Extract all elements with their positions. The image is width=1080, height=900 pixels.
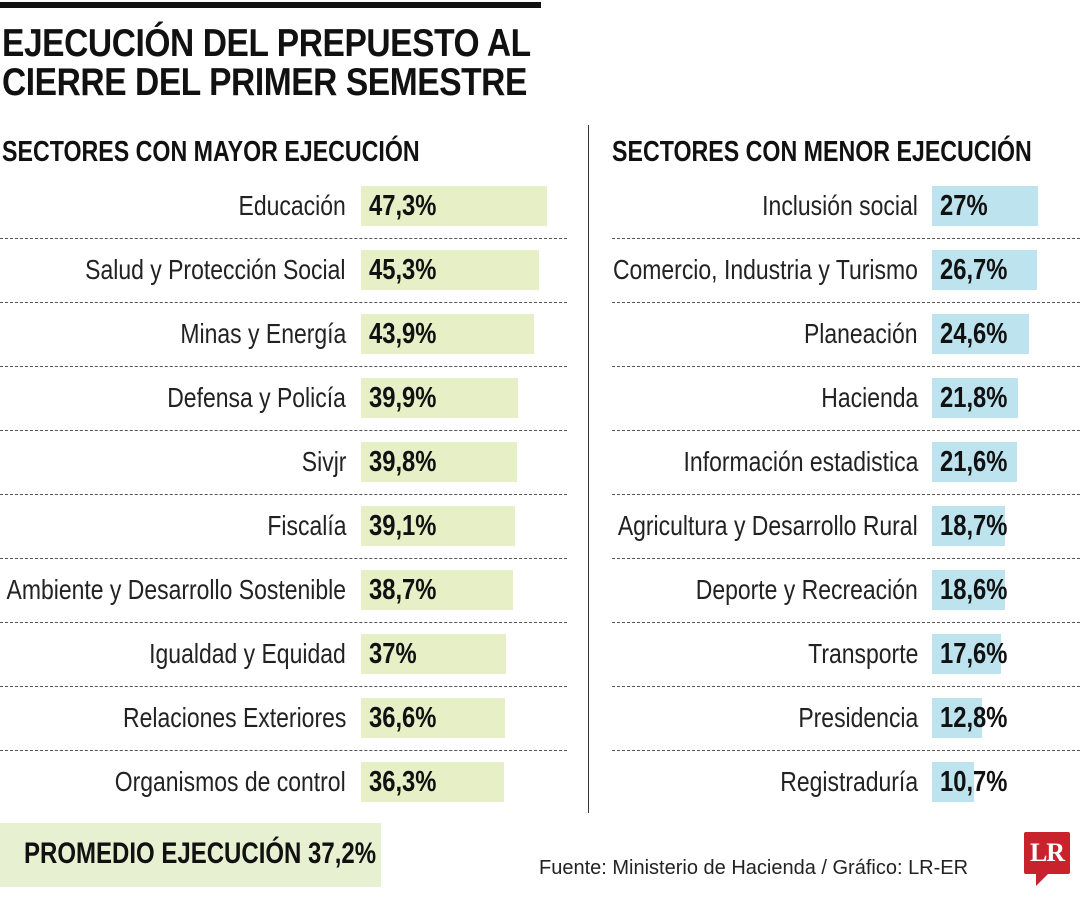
bar	[361, 442, 518, 482]
category-label: Información estadistica	[683, 446, 918, 477]
bar	[932, 378, 1018, 418]
row-separator	[612, 302, 1080, 303]
bar	[361, 378, 518, 418]
row-separator	[0, 430, 567, 431]
bar	[932, 506, 1006, 546]
category-label: Transporte	[807, 638, 918, 669]
row-separator	[612, 622, 1080, 623]
row-separator	[0, 558, 567, 559]
row-separator	[612, 686, 1080, 687]
value-label: 37%	[369, 638, 417, 670]
bar	[932, 634, 1002, 674]
category-label: Comercio, Industria y Turismo	[613, 254, 918, 285]
bar	[361, 698, 505, 738]
value-label: 26,7%	[940, 254, 1008, 286]
title-line-1: EJECUCIÓN DEL PREPUESTO AL	[2, 22, 531, 65]
lr-logo: LR	[1024, 832, 1070, 886]
value-label: 45,3%	[369, 254, 437, 286]
row-separator	[612, 430, 1080, 431]
row-separator	[612, 750, 1080, 751]
value-label: 21,6%	[940, 446, 1008, 478]
row-separator	[0, 238, 567, 239]
bar	[932, 698, 983, 738]
value-label: 36,3%	[369, 766, 437, 798]
row-separator	[612, 494, 1080, 495]
category-label: Deporte y Recreación	[695, 574, 918, 605]
value-label: 17,6%	[940, 638, 1008, 670]
category-label: Minas y Energía	[180, 318, 346, 349]
row-separator	[0, 686, 567, 687]
category-label: Planeación	[804, 318, 918, 349]
row-separator	[612, 238, 1080, 239]
bar	[932, 570, 1006, 610]
value-label: 47,3%	[369, 190, 437, 222]
left-chart-heading: SECTORES CON MAYOR EJECUCIÓN	[2, 136, 420, 168]
category-label: Salud y Protección Social	[85, 254, 346, 285]
category-label: Educación	[238, 190, 346, 221]
value-label: 39,1%	[369, 510, 437, 542]
value-label: 39,8%	[369, 446, 437, 478]
value-label: 27%	[940, 190, 988, 222]
row-separator	[0, 366, 567, 367]
row-separator	[0, 494, 567, 495]
bar	[932, 250, 1037, 290]
bar	[361, 186, 547, 226]
category-label: Presidencia	[798, 702, 918, 733]
title-line-2: CIERRE DEL PRIMER SEMESTRE	[2, 61, 527, 104]
category-label: Ambiente y Desarrollo Sostenible	[6, 574, 346, 605]
category-label: Sivjr	[301, 446, 346, 477]
value-label: 18,6%	[940, 574, 1008, 606]
category-label: Fiscalía	[266, 510, 346, 541]
value-label: 21,8%	[940, 382, 1008, 414]
bar	[361, 314, 534, 354]
category-label: Inclusión social	[762, 190, 918, 221]
value-label: 36,6%	[369, 702, 437, 734]
row-separator	[612, 558, 1080, 559]
bar	[932, 442, 1017, 482]
right-chart-heading: SECTORES CON MENOR EJECUCIÓN	[612, 136, 1032, 168]
bar	[361, 762, 504, 802]
source-note: Fuente: Ministerio de Hacienda / Gráfico…	[539, 857, 969, 879]
logo-text: LR	[1029, 838, 1065, 867]
row-separator	[612, 366, 1080, 367]
column-divider	[588, 125, 589, 813]
average-label: PROMEDIO EJECUCIÓN 37,2%	[24, 837, 377, 870]
chart-title: EJECUCIÓN DEL PREPUESTO AL CIERRE DEL PR…	[2, 24, 531, 102]
bar	[932, 762, 975, 802]
category-label: Defensa y Policía	[167, 382, 346, 413]
value-label: 10,7%	[940, 766, 1008, 798]
bar	[361, 506, 515, 546]
bar	[932, 186, 1039, 226]
value-label: 18,7%	[940, 510, 1008, 542]
value-label: 24,6%	[940, 318, 1008, 350]
row-separator	[0, 302, 567, 303]
value-label: 39,9%	[369, 382, 437, 414]
category-label: Registraduría	[780, 766, 918, 797]
row-separator	[0, 622, 567, 623]
value-label: 12,8%	[940, 702, 1008, 734]
value-label: 38,7%	[369, 574, 437, 606]
bar	[361, 250, 540, 290]
bar	[932, 314, 1029, 354]
category-label: Hacienda	[820, 382, 918, 413]
row-separator	[0, 750, 567, 751]
average-box: PROMEDIO EJECUCIÓN 37,2%	[0, 823, 381, 887]
bar	[361, 634, 507, 674]
category-label: Agricultura y Desarrollo Rural	[618, 510, 918, 541]
bar	[361, 570, 514, 610]
category-label: Relaciones Exteriores	[122, 702, 346, 733]
top-rule	[0, 2, 541, 8]
category-label: Organismos de control	[115, 766, 346, 797]
category-label: Igualdad y Equidad	[149, 638, 346, 669]
value-label: 43,9%	[369, 318, 437, 350]
